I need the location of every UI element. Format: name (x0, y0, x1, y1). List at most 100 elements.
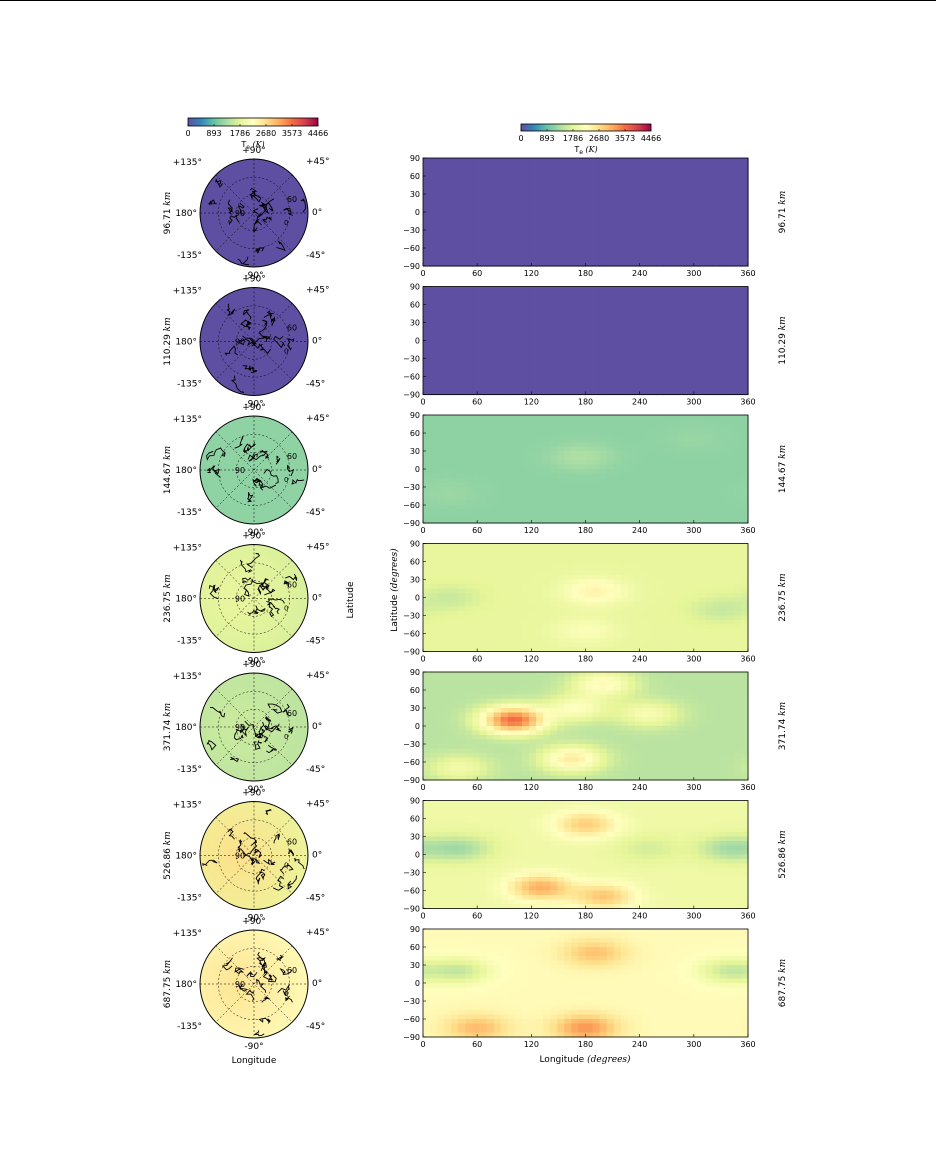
heatmap-cell (430, 442, 438, 448)
heatmap-cell (543, 367, 551, 373)
heatmap-cell (634, 593, 643, 599)
heatmap-cell (670, 514, 678, 520)
map-lon-label: 0° (312, 979, 322, 989)
heatmap-cell (536, 557, 544, 563)
heatmap-cell (599, 230, 608, 236)
heatmap-cell (458, 588, 466, 594)
heatmap-cell (691, 180, 700, 186)
heatmap-cell (705, 437, 714, 443)
heatmap-cell (634, 376, 643, 382)
heatmap-cell (493, 694, 502, 700)
heatmap-cell (578, 171, 587, 177)
heatmap-cell (733, 570, 742, 576)
heatmap-cell (585, 588, 594, 594)
heatmap-cell (486, 588, 495, 594)
heatmap-cell (444, 487, 452, 493)
heatmap-cell (670, 171, 678, 177)
heatmap-cell (698, 300, 707, 306)
heatmap-cell (649, 300, 657, 306)
heatmap-cell (649, 505, 657, 511)
heatmap-cell (592, 313, 601, 319)
heatmap-cell (613, 557, 622, 563)
heatmap-cell (585, 647, 594, 653)
heatmap-cell (550, 566, 558, 572)
heatmap-cell (627, 487, 636, 493)
heatmap-cell (507, 451, 516, 457)
heatmap-cell (472, 221, 481, 227)
heatmap-cell (649, 575, 657, 581)
heatmap-cell (698, 473, 707, 479)
heatmap-cell (493, 703, 502, 709)
heatmap-cell (543, 442, 551, 448)
heatmap-cell (472, 518, 481, 524)
heatmap-cell (613, 451, 622, 457)
heatmap-cell (451, 194, 459, 200)
heatmap-cell (543, 584, 551, 590)
heatmap-cell (444, 428, 452, 434)
heatmap-cell (670, 309, 678, 315)
heatmap-cell (649, 611, 657, 617)
heatmap-cell (684, 225, 693, 231)
heatmap-cell (536, 455, 544, 461)
heatmap-cell (486, 225, 495, 231)
heatmap-cell (486, 309, 495, 315)
heatmap-cell (444, 566, 452, 572)
heatmap-cell (740, 575, 749, 581)
heatmap-cell (585, 162, 594, 168)
heatmap-cell (500, 167, 509, 173)
heatmap-cell (465, 446, 474, 452)
heatmap-cell (677, 473, 686, 479)
heatmap-cell (486, 552, 495, 558)
heatmap-cell (479, 505, 488, 511)
heatmap-cell (726, 167, 735, 173)
heatmap-cell (599, 629, 608, 635)
heatmap-cell (649, 304, 657, 310)
heatmap-cell (536, 230, 544, 236)
heatmap-cell (712, 606, 721, 612)
heatmap-cell (564, 331, 572, 337)
heatmap-cell (719, 584, 728, 590)
heatmap-cell (528, 295, 537, 301)
heatmap-cell (571, 162, 580, 168)
heatmap-cell (691, 376, 700, 382)
heatmap-cell (423, 230, 431, 236)
heatmap-cell (670, 588, 678, 594)
heatmap-cell (726, 216, 735, 222)
heatmap-cell (550, 189, 558, 195)
heatmap-cell (550, 345, 558, 351)
heatmap-cell (528, 385, 537, 391)
heatmap-cell (733, 561, 742, 567)
heatmap-cell (486, 442, 495, 448)
heatmap-cell (663, 638, 671, 644)
heatmap-cell (649, 570, 657, 576)
heatmap-cell (472, 690, 481, 696)
heatmap-cell (726, 496, 735, 502)
heatmap-cell (705, 239, 714, 245)
heatmap-cell (599, 575, 608, 581)
heatmap-cell (557, 385, 565, 391)
heatmap-cell (472, 390, 481, 396)
heatmap-cell (521, 446, 530, 452)
heatmap-cell (465, 469, 474, 475)
heatmap-cell (656, 207, 664, 213)
heatmap-cell (649, 446, 657, 452)
heatmap-cell (500, 340, 509, 346)
heatmap-cell (571, 234, 580, 240)
heatmap-cell (578, 300, 587, 306)
heatmap-cell (684, 633, 693, 639)
heatmap-cell (500, 203, 509, 209)
heatmap-cell (663, 455, 671, 461)
map-lon-label: +90° (242, 403, 266, 413)
heatmap-cell (507, 286, 516, 292)
heatmap-cell (592, 203, 601, 209)
heatmap-cell (705, 376, 714, 382)
heatmap-cell (571, 437, 580, 443)
heatmap-cell (705, 442, 714, 448)
heatmap-cell (663, 340, 671, 346)
heatmap-cell (557, 358, 565, 364)
heatmap-cell (613, 176, 622, 182)
heatmap-cell (613, 633, 622, 639)
heatmap-cell (451, 354, 459, 360)
heatmap-cell (705, 295, 714, 301)
heatmap-cell (500, 286, 509, 292)
